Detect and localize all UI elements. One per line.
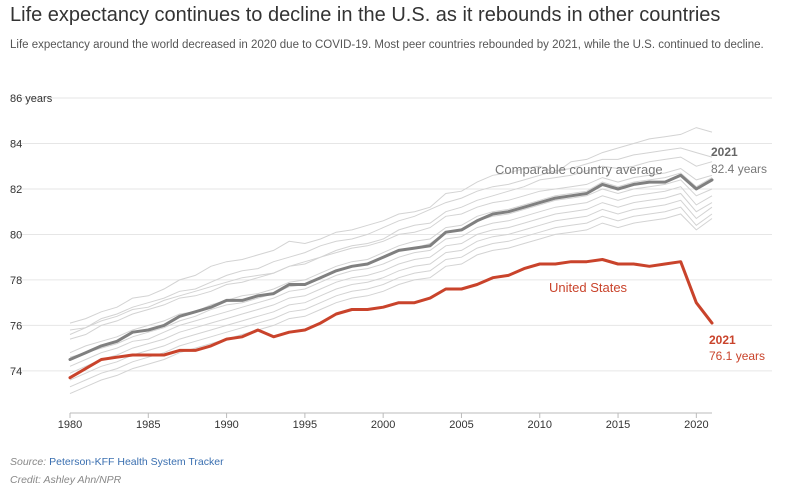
average-series-label: Comparable country average bbox=[495, 162, 663, 177]
source-link[interactable]: Peterson-KFF Health System Tracker bbox=[49, 456, 224, 468]
chart-subtitle: Life expectancy around the world decreas… bbox=[10, 39, 764, 51]
x-tick-label: 1990 bbox=[214, 419, 238, 431]
x-tick-label: 2020 bbox=[684, 419, 708, 431]
peer-country-line bbox=[69, 199, 713, 381]
y-tick-label: 86 years bbox=[10, 93, 53, 105]
y-tick-label: 76 bbox=[10, 320, 22, 332]
us-2021-year-label: 2021 bbox=[709, 333, 736, 347]
x-tick-label: 2015 bbox=[606, 419, 630, 431]
average-2021-value-label: 82.4 years bbox=[711, 162, 767, 176]
y-tick-label: 78 bbox=[10, 275, 22, 287]
source-prefix: Source: bbox=[10, 456, 47, 468]
us-series-label: United States bbox=[549, 280, 628, 295]
x-tick-label: 1985 bbox=[136, 419, 160, 431]
peer-country-line bbox=[69, 167, 713, 335]
y-tick-label: 74 bbox=[10, 366, 22, 378]
source-note: Source: Peterson-KFF Health System Track… bbox=[10, 456, 224, 468]
peer-country-line bbox=[69, 156, 713, 340]
x-tick-label: 1980 bbox=[58, 419, 82, 431]
chart-title: Life expectancy continues to decline in … bbox=[10, 4, 721, 26]
peer-country-line bbox=[69, 213, 713, 395]
x-tick-label: 1995 bbox=[293, 419, 317, 431]
x-tick-label: 2010 bbox=[528, 419, 552, 431]
average-2021-year-label: 2021 bbox=[711, 145, 738, 159]
y-tick-label: 80 bbox=[10, 229, 22, 241]
average-series-line bbox=[68, 173, 714, 361]
peer-country-line bbox=[69, 172, 713, 354]
peer-country-line bbox=[69, 206, 713, 388]
x-tick-label: 2000 bbox=[371, 419, 395, 431]
us-series-line bbox=[68, 258, 714, 380]
peer-country-line bbox=[69, 127, 713, 324]
y-tick-label: 82 bbox=[10, 184, 22, 196]
peer-country-line bbox=[69, 192, 713, 374]
credit-note: Credit: Ashley Ahn/NPR bbox=[10, 474, 122, 486]
peer-country-line bbox=[69, 186, 713, 367]
us-2021-value-label: 76.1 years bbox=[709, 349, 765, 363]
peer-country-line bbox=[69, 147, 713, 331]
y-tick-label: 84 bbox=[10, 138, 22, 150]
x-tick-label: 2005 bbox=[449, 419, 473, 431]
